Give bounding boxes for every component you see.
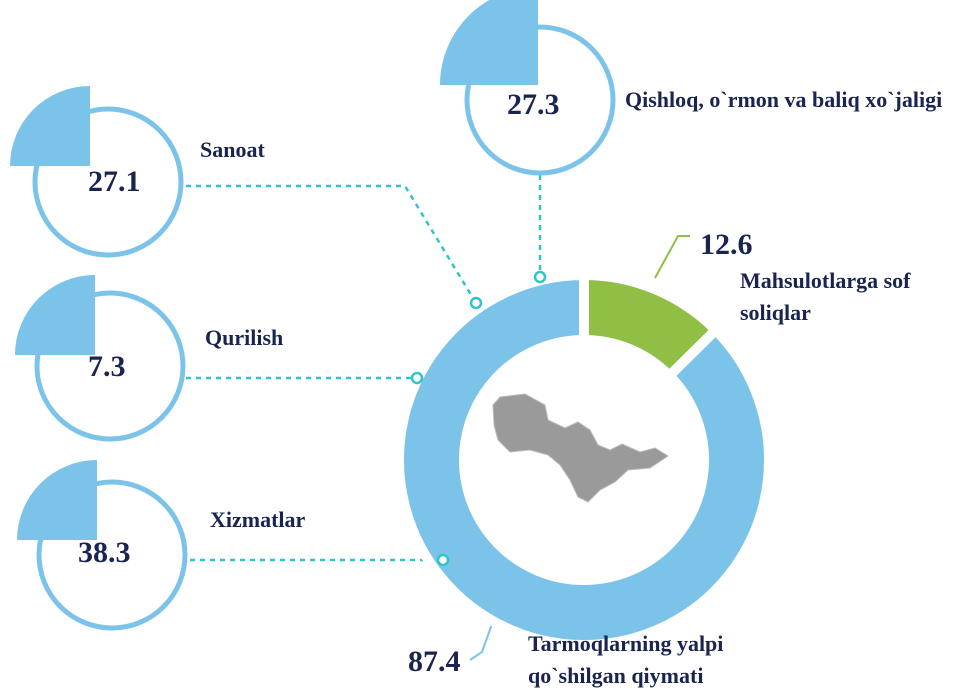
map [492,393,669,503]
dot [436,553,450,567]
connectors [186,175,542,562]
donut-segment [394,269,774,650]
category-label: Qurilish [205,325,284,350]
dot [410,371,424,385]
dot [469,296,483,310]
connector [186,184,478,304]
value-label: 87.4 [408,645,461,678]
donut-segment [579,269,723,383]
value-label: 27.3 [507,88,560,121]
donut [394,269,774,650]
dot [533,270,547,284]
quarter-wedge [10,86,90,166]
quarter-wedge [15,275,95,355]
value-label: 38.3 [78,536,131,569]
connector-dots [410,270,547,567]
quarter-wedge [17,460,97,540]
category-label: Qishloq, o`rmon va baliq xo`jaligi [625,87,943,112]
category-label: Sanoat [200,137,265,162]
value-label: 12.6 [700,228,753,261]
category-label: Xizmatlar [210,507,306,532]
leader-line [654,235,690,279]
breakdown-icons [10,0,616,631]
quarter-wedge [440,0,538,85]
value-label: 27.1 [88,165,141,198]
category-label: Mahsulotlarga sof soliqlar [740,268,911,325]
category-label: Tarmoqlarning yalpi qo`shilgan qiymati [528,631,724,688]
value-label: 7.3 [88,350,126,383]
